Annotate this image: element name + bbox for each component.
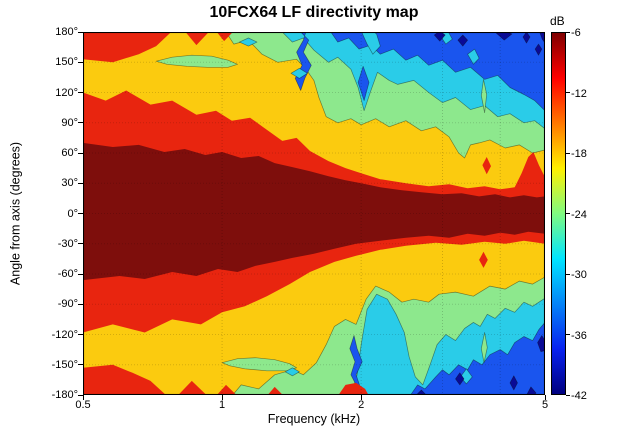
colorbar-tick-mark [566,213,570,214]
colorbar-unit-label: dB [550,14,565,28]
contour-region-red-spike-bottom-3 [267,386,283,395]
x-axis-label: Frequency (kHz) [267,412,361,426]
x-tick-label: 5 [541,399,549,411]
colorbar-tick-label: -36 [571,329,587,342]
contour-plot-area [83,32,545,395]
colorbar-tick-label: -30 [571,269,587,281]
y-tick-label: -90° [57,298,78,311]
contour-map [83,32,545,395]
colorbar-tick-label: -18 [571,148,587,160]
y-tick-label: 30° [61,177,78,190]
contour-region-navy-upper-3 [495,32,513,41]
contour-region-blue-upper [330,32,545,112]
colorbar-tick-mark [566,273,570,275]
contour-region-navy-upper-corner [539,32,545,44]
contour-region-cyan-dot-upper-1 [239,37,258,47]
contour-region-navy-lower-1 [455,372,465,386]
contour-region-red-corner-bottom-left [83,364,166,395]
contour-region-navy-upper-5 [534,43,543,56]
x-tick-mark [221,395,223,400]
colorbar-tick-mark [566,394,570,396]
contour-region-navy-upper-4 [522,32,531,44]
y-tick-label: -180° [51,389,78,401]
y-tick-mark [78,92,83,93]
y-axis-label: Angle from axis (degrees) [8,141,23,286]
x-tick-label: 0.5 [75,399,91,411]
contour-region-red-corner-top-left [83,32,172,63]
y-tick-mark [78,213,83,214]
contour-region-green-island-lower [221,357,297,372]
y-tick-mark [78,364,83,366]
y-tick-label: 0° [67,207,78,220]
y-tick-mark [78,182,83,184]
contour-region-green-sliver-lower [480,332,488,364]
contour-region-cyan-channel-upper-3 [467,48,480,65]
contour-region-red-spike-top-1 [185,32,209,46]
colorbar-tick-mark [566,31,570,33]
y-tick-mark [78,152,83,154]
contour-region-cyan-hole-lower [460,368,473,385]
contour-region-green-island-upper [155,54,238,68]
colorbar-tick-mark [566,92,570,93]
y-tick-mark [78,61,83,63]
x-tick-mark [360,395,362,400]
colorbar-tick-label: -42 [571,390,587,402]
x-tick-mark [82,395,84,400]
colorbar-tick-mark [566,152,570,154]
contour-region-navy-lower-5 [415,389,427,395]
contour-region-red-spike-bottom-2 [216,384,237,395]
contour-region-navy-lower-4 [526,386,537,395]
contour-region-maroon-core [83,142,545,281]
colorbar-tick-label: -12 [571,87,587,100]
y-tick-label: 60° [61,147,78,159]
plot-border [83,32,545,395]
contour-region-red-diamond-lower [479,251,488,268]
colorbar-tick-label: -6 [571,27,581,39]
contour-region-red-diamond-upper [482,157,491,175]
colorbar-tick-mark [566,334,570,335]
y-tick-mark [78,122,83,124]
x-tick-mark [544,395,546,400]
y-tick-mark [78,273,83,275]
y-tick-label: 90° [61,116,78,129]
y-tick-mark [78,243,83,245]
chart-title: 10FCX64 LF directivity map [209,4,419,21]
contour-region-red-spike-top-2 [216,32,233,42]
contour-region-red-spike-bottom-1 [178,380,207,395]
y-tick-label: -120° [51,328,78,341]
contour-region-navy-upper-2 [457,34,468,47]
y-tick-label: 150° [55,56,78,69]
contour-region-cyan-dot-upper-2 [290,67,308,79]
y-tick-label: -150° [51,358,78,371]
y-tick-mark [78,303,83,305]
contour-region-blue-lower [410,322,545,395]
y-tick-label: -60° [57,268,78,280]
y-tick-mark [78,334,83,335]
contour-region-green-sliver-upper [480,79,488,114]
x-tick-label: 1 [219,399,226,411]
contour-region-navy-lower-2 [509,375,518,391]
x-tick-label: 2 [358,399,365,411]
y-tick-label: 180° [55,26,78,38]
y-tick-mark [78,31,83,33]
y-tick-label: 120° [55,86,78,99]
contour-region-navy-lower-3 [537,335,545,352]
y-tick-mark [78,394,83,396]
contour-region-blue-diamond-upper [357,65,370,101]
y-tick-label: -30° [57,237,78,250]
colorbar [551,32,566,395]
contour-region-red-blob-bottom-edge [338,382,369,395]
contour-region-cyan-dot-lower [284,367,300,377]
contour-region-cyan-channel-upper-1 [361,32,381,55]
colorbar-tick-label: -24 [571,208,587,221]
